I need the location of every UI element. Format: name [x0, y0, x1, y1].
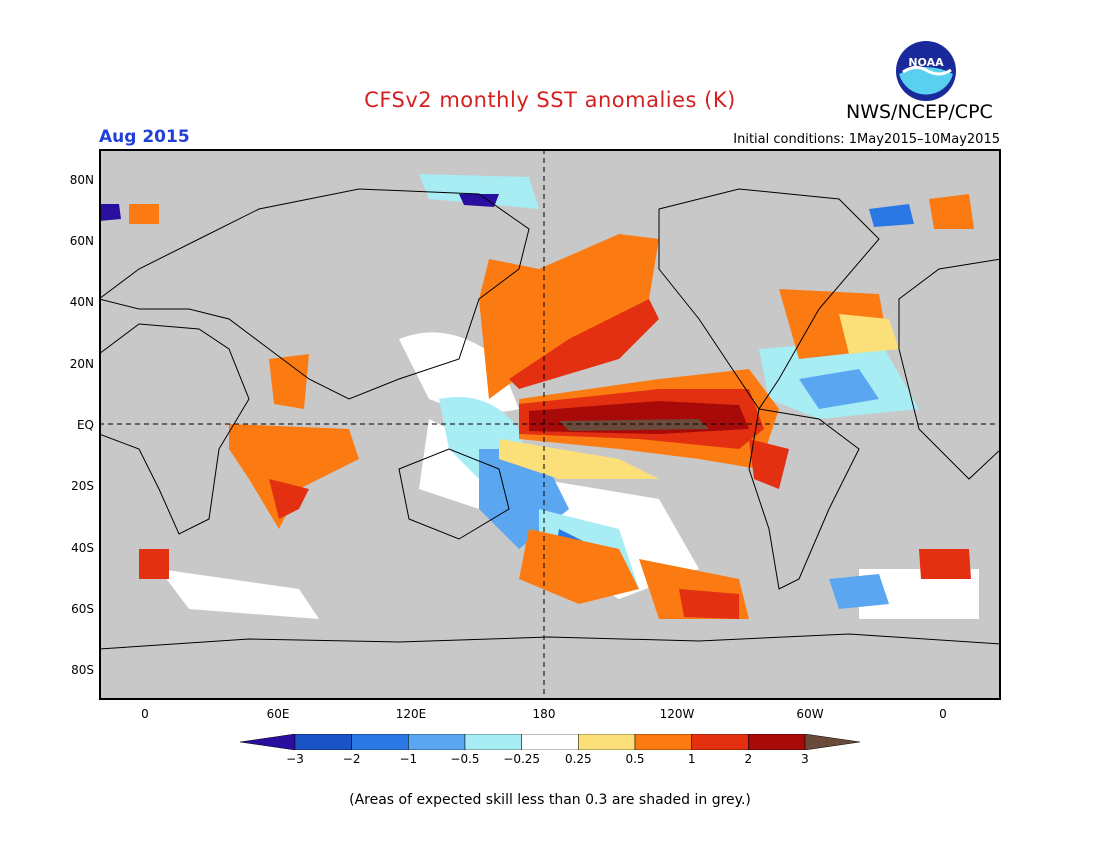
colorbar-tick-label: 1	[687, 752, 696, 766]
colorbar-segment	[748, 734, 806, 750]
colorbar-segment	[691, 734, 749, 750]
lon-label-120e: 120E	[395, 707, 427, 721]
map-frame	[99, 149, 1001, 700]
colorbar-tick-label: −0.25	[503, 752, 541, 766]
lon-label-60e: 60E	[266, 707, 290, 721]
organization-label: NWS/NCEP/CPC	[846, 101, 993, 123]
footer-note: (Areas of expected skill less than 0.3 a…	[349, 792, 751, 808]
continent-outlines	[99, 188, 1001, 650]
map-title: CFSv2 monthly SST anomalies (K)	[364, 88, 736, 112]
lat-label-40s: 40S	[71, 541, 94, 555]
valid-month-label: Aug 2015	[99, 127, 190, 147]
lat-label-20s: 20S	[71, 479, 94, 493]
colorbar-min-arrow	[240, 734, 296, 750]
colorbar-tick-label: −0.5	[450, 752, 480, 766]
eurasia-outline	[99, 188, 530, 400]
europe-right-outline	[898, 258, 1001, 480]
colorbar-segment	[351, 734, 409, 750]
noaa-logo: NOAA	[896, 41, 956, 101]
north-america-outline	[658, 188, 880, 410]
colorbar-segment	[634, 734, 692, 750]
lon-label-0-left: 0	[141, 707, 149, 721]
colorbar-tick-label: 3	[801, 752, 809, 766]
antarctica-outline	[99, 633, 1001, 650]
lon-label-0-right: 0	[939, 707, 947, 721]
sst-anomaly-map	[99, 149, 1001, 700]
africa-outline	[99, 323, 250, 535]
colorbar-max-arrow	[804, 734, 860, 750]
lat-label-eq: EQ	[76, 418, 94, 432]
lat-label-60s: 60S	[71, 602, 94, 616]
lat-label-60n: 60N	[69, 234, 94, 248]
logo-text: NOAA	[908, 56, 944, 69]
colorbar-tick-label: 0.25	[564, 752, 592, 766]
lon-label-120w: 120W	[659, 707, 695, 721]
initial-conditions-label: Initial conditions: 1May2015–10May2015	[733, 132, 1000, 147]
colorbar-segment	[578, 734, 636, 750]
colorbar-segment	[294, 734, 352, 750]
australia-outline	[398, 448, 510, 540]
colorbar-tick-label: 0.5	[625, 752, 645, 766]
lat-label-40n: 40N	[69, 295, 94, 309]
south-america-outline	[748, 408, 860, 590]
lat-label-20n: 20N	[69, 357, 94, 371]
positive-anomaly-areas	[129, 194, 974, 619]
colorbar-tick-label: −3	[286, 752, 304, 766]
colorbar-segment	[521, 734, 579, 750]
lon-label-60w: 60W	[796, 707, 824, 721]
colorbar-tick-label: −2	[342, 752, 361, 766]
lon-label-180: 180	[532, 707, 556, 721]
colorbar-tick-label: 2	[744, 752, 753, 766]
colorbar-segment	[464, 734, 522, 750]
colorbar	[240, 734, 860, 750]
lat-label-80s: 80S	[71, 663, 94, 677]
lat-label-80n: 80N	[69, 173, 94, 187]
colorbar-tick-label: −1	[399, 752, 418, 766]
colorbar-segment	[408, 734, 466, 750]
